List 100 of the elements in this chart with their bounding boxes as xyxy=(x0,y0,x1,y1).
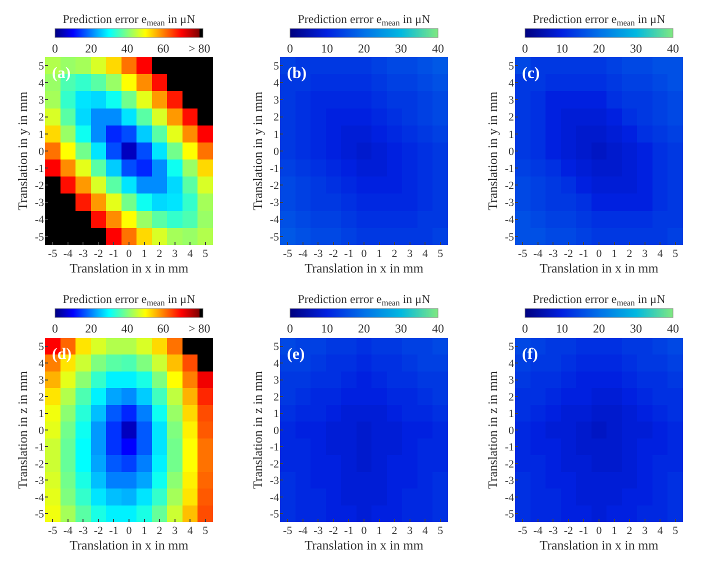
y-tick-label: -2 xyxy=(34,180,44,192)
y-tick-label: -1 xyxy=(34,162,44,175)
x-tick-label: 5 xyxy=(672,525,679,537)
y-tick-label: 0 xyxy=(38,146,44,158)
color-bar-label: 0 xyxy=(52,42,58,56)
x-tick-label: -4 xyxy=(63,525,73,537)
color-bar-label: 20 xyxy=(358,322,370,336)
x-tick-label: 2 xyxy=(626,248,632,260)
y-tick-label: 4 xyxy=(274,358,280,370)
color-bar-label: 30 xyxy=(630,322,642,336)
x-axis-title: Translation in x in mm xyxy=(304,538,424,553)
color-bar-label: 20 xyxy=(593,322,605,336)
color-bar-label: 30 xyxy=(395,42,407,56)
color-bar-label: 40 xyxy=(667,322,679,336)
color-bar-label: 20 xyxy=(593,42,605,56)
y-tick-label: 3 xyxy=(274,374,280,387)
color-bar-title: Prediction error e$_{mean}$ in μN xyxy=(62,292,196,308)
x-tick-label: 0 xyxy=(361,248,368,260)
x-tick-label: -5 xyxy=(283,248,293,260)
x-tick-label: 2 xyxy=(392,248,398,260)
y-tick-label: 3 xyxy=(508,374,514,387)
y-tick-label: -5 xyxy=(34,508,44,520)
y-tick-label: -4 xyxy=(504,492,514,504)
x-tick-label: -2 xyxy=(564,525,574,537)
y-tick-label: 5 xyxy=(274,60,280,72)
y-tick-label: 4 xyxy=(38,358,44,370)
y-tick-label: -2 xyxy=(270,458,279,470)
x-tick-label: -4 xyxy=(298,525,308,537)
y-tick-label: 3 xyxy=(38,94,44,107)
color-bar-label: 20 xyxy=(358,42,370,56)
x-tick-label: -1 xyxy=(109,248,118,260)
x-tick-label: -3 xyxy=(314,248,324,260)
x-tick-label: 4 xyxy=(187,248,194,260)
annotation: (c) xyxy=(522,65,540,82)
color-bar-label: 30 xyxy=(395,322,407,336)
color-bar-label: 20 xyxy=(85,322,98,336)
y-axis-title: Translation in z in mm xyxy=(484,371,500,489)
x-tick-label: -5 xyxy=(48,248,58,260)
x-tick-label: 1 xyxy=(142,525,148,537)
y-tick-label: -2 xyxy=(270,180,279,192)
y-tick-label: 1 xyxy=(508,128,514,141)
x-tick-label: -5 xyxy=(48,525,58,537)
y-tick-label: 2 xyxy=(38,112,44,124)
x-tick-label: 0 xyxy=(126,525,132,537)
x-tick-label: -5 xyxy=(518,248,528,260)
x-tick-label: -3 xyxy=(78,525,88,537)
y-tick-label: 0 xyxy=(274,424,280,437)
x-tick-label: -1 xyxy=(344,248,354,260)
x-tick-label: 1 xyxy=(612,248,618,260)
x-tick-label: 5 xyxy=(202,525,209,537)
y-tick-label: 1 xyxy=(508,408,514,420)
y-tick-label: -5 xyxy=(270,231,280,244)
x-tick-label: 4 xyxy=(657,248,664,260)
x-tick-label: 4 xyxy=(187,525,194,537)
x-tick-label: 5 xyxy=(202,248,209,260)
annotation: (d) xyxy=(52,346,72,363)
y-tick-label: -1 xyxy=(504,442,514,454)
x-tick-label: 3 xyxy=(407,248,414,260)
x-tick-label: -1 xyxy=(579,248,588,260)
y-tick-label: -2 xyxy=(504,458,514,470)
x-tick-label: -3 xyxy=(548,525,558,537)
x-tick-label: -4 xyxy=(298,248,308,260)
y-tick-label: 2 xyxy=(508,112,514,124)
y-tick-label: -5 xyxy=(34,231,44,244)
color-bar-label: 40 xyxy=(121,42,134,56)
y-tick-label: -3 xyxy=(270,197,280,210)
y-axis-title: Translation in y in mm xyxy=(250,92,265,210)
y-tick-label: -3 xyxy=(504,197,514,210)
x-axis-title: Translation in x in mm xyxy=(70,538,188,553)
y-tick-label: 1 xyxy=(38,408,44,420)
annotation: (b) xyxy=(287,65,307,82)
x-axis-title: Translation in x in mm xyxy=(304,260,424,276)
x-axis-title: Translation in x in mm xyxy=(540,260,658,276)
x-tick-label: -4 xyxy=(63,248,73,260)
color-bar-label: 10 xyxy=(321,322,333,336)
y-tick-label: -1 xyxy=(504,162,514,175)
y-tick-label: -3 xyxy=(504,475,514,488)
y-tick-label: -4 xyxy=(34,492,44,504)
y-axis-title: Translation in y in mm xyxy=(14,92,30,210)
y-tick-label: 0 xyxy=(508,146,514,158)
y-axis-title: Translation in z in mm xyxy=(250,371,265,489)
y-tick-label: -4 xyxy=(34,214,44,226)
x-tick-label: -1 xyxy=(579,525,588,537)
color-bar-label: 0 xyxy=(287,42,293,56)
annotation: (e) xyxy=(287,346,305,363)
color-bar-label: > 80 xyxy=(188,42,210,56)
y-tick-label: 5 xyxy=(508,60,514,72)
y-tick-label: -2 xyxy=(504,180,514,192)
y-tick-label: 3 xyxy=(38,374,44,387)
x-tick-label: -4 xyxy=(533,525,543,537)
y-tick-label: 0 xyxy=(508,424,514,437)
y-tick-label: -1 xyxy=(270,162,279,175)
x-tick-label: 3 xyxy=(172,248,178,260)
x-tick-label: -5 xyxy=(518,525,528,537)
x-tick-label: -2 xyxy=(94,248,104,260)
y-tick-label: -1 xyxy=(34,442,44,454)
y-tick-label: -1 xyxy=(270,442,279,454)
y-tick-label: -3 xyxy=(34,197,44,210)
x-tick-label: -3 xyxy=(548,248,558,260)
y-tick-label: 4 xyxy=(38,77,44,90)
